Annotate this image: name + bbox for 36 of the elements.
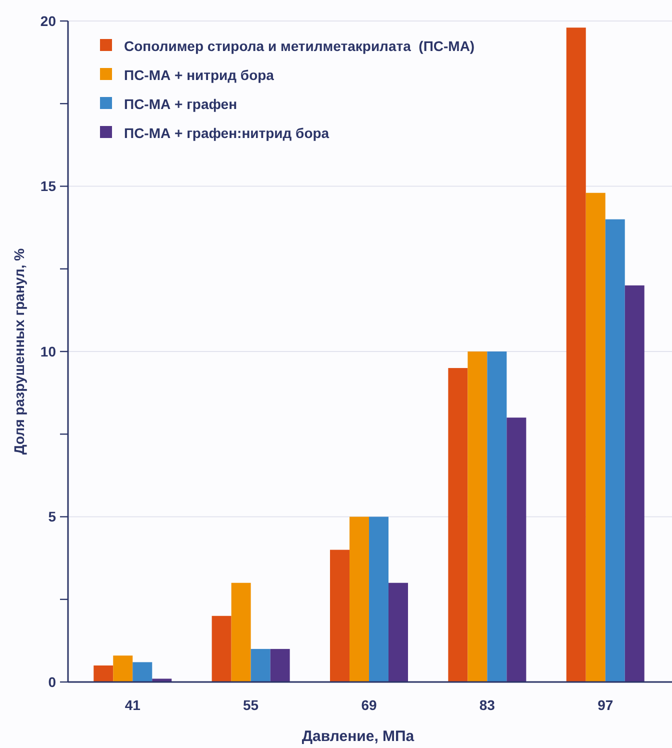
bar (586, 192, 606, 682)
y-axis-title: Доля разрушенных гранул, % (11, 248, 27, 455)
bar (624, 285, 644, 682)
x-axis-title: Давление, МПа (302, 728, 415, 745)
x-tick-label: 97 (598, 697, 614, 713)
x-tick-label: 55 (243, 697, 259, 713)
legend-label: Сополимер стирола и метилметакрилата (ПС-МА) (124, 38, 475, 54)
y-tick-label: 15 (40, 178, 56, 194)
bar (605, 219, 625, 682)
bar (231, 582, 251, 682)
bar (487, 352, 507, 682)
bar (388, 582, 408, 682)
y-tick-label: 0 (48, 674, 56, 690)
legend-label: ПС-МА + графен:нитрид бора (124, 124, 330, 141)
y-tick-label: 10 (40, 343, 56, 360)
bar (506, 418, 526, 682)
legend-label: ПС-МА + графен (124, 96, 238, 112)
bar (94, 665, 114, 682)
bar (566, 28, 586, 682)
legend-label: ПС-МА + нитрид бора (124, 66, 274, 83)
x-tick-label: 41 (124, 697, 141, 713)
bar (270, 648, 290, 682)
y-tick-label: 5 (48, 508, 56, 525)
bar (113, 656, 133, 682)
bar (152, 678, 172, 682)
bar (369, 516, 388, 682)
bar (212, 616, 232, 682)
bar (448, 368, 468, 682)
x-tick-label: 83 (479, 697, 496, 713)
bar (468, 352, 488, 682)
x-tick-label: 69 (361, 697, 377, 713)
bar (330, 550, 350, 682)
bar (350, 516, 369, 682)
y-tick-label: 20 (40, 12, 56, 29)
bar (250, 648, 270, 682)
bar (132, 662, 152, 682)
